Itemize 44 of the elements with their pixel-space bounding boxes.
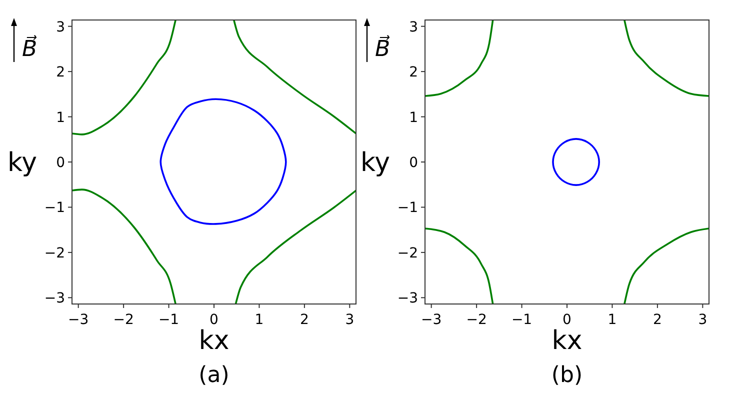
y-tick-label: −2 — [397, 245, 418, 262]
y-tick-label: 1 — [409, 110, 418, 126]
y-tick-label: 3 — [409, 19, 418, 36]
text: (b) — [551, 363, 583, 388]
y-tick-label: 3 — [56, 19, 65, 36]
line-series — [425, 20, 494, 97]
y-tick-label: 1 — [56, 110, 65, 126]
y-tick-label: −1 — [44, 200, 65, 216]
line-series — [425, 228, 494, 304]
x-tick-label: −2 — [113, 312, 134, 328]
y-tick-label: −2 — [44, 245, 65, 262]
y-tick-label: 2 — [56, 64, 65, 81]
y-tick-label: −3 — [44, 290, 65, 307]
x-tick-label: 0 — [562, 312, 572, 328]
x-tick-label: 3 — [698, 312, 708, 328]
y-tick-label: 0 — [56, 155, 65, 171]
x-tick-label: 1 — [608, 312, 617, 328]
x-tick-label: −3 — [68, 312, 89, 328]
x-tick-label: −1 — [511, 312, 532, 328]
line-series — [234, 190, 356, 304]
y-tick-label: −3 — [397, 290, 418, 307]
line-series — [624, 20, 709, 97]
x-axis-title: kx — [552, 326, 582, 356]
y-tick-label: 0 — [409, 155, 418, 171]
y-axis-title: ky — [360, 148, 390, 178]
x-axis-title: kx — [198, 326, 230, 356]
x-tick-label: −3 — [421, 312, 442, 328]
y-axis-title: ky — [7, 148, 37, 178]
line-series — [72, 20, 176, 136]
y-tick-label: 2 — [409, 64, 418, 81]
y-tick-label: −1 — [397, 200, 418, 216]
line-series — [624, 228, 709, 304]
line-series — [233, 20, 356, 134]
x-tick-label: −2 — [466, 312, 487, 328]
line-series — [72, 188, 176, 304]
x-tick-label: 3 — [345, 312, 354, 328]
x-tick-label: 2 — [652, 312, 662, 328]
x-tick-label: 0 — [210, 312, 218, 328]
text: (a) — [198, 363, 230, 388]
text: B⃗ — [375, 34, 390, 62]
x-tick-label: 2 — [300, 312, 309, 328]
text: B⃗ — [22, 34, 38, 62]
x-tick-label: −1 — [158, 312, 180, 328]
x-tick-label: 1 — [254, 312, 264, 328]
